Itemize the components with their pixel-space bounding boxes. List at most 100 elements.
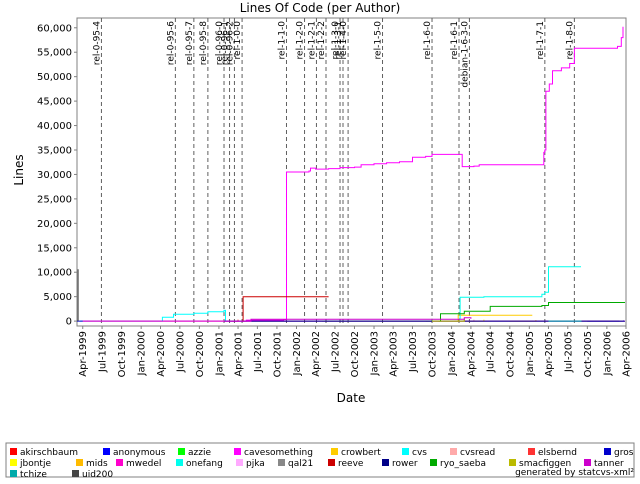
x-tick-label: Jul-2003 [408,331,419,373]
release-marker-label: rel-1-2-2 [317,21,327,59]
release-marker-label: rel-1-5-0 [374,21,384,60]
x-tick-label: Oct-2001 [272,331,283,377]
legend-swatch [10,459,17,466]
legend-label: jbontje [19,459,51,469]
x-tick-label: Oct-1999 [117,331,128,377]
x-tick-label: Jul-2004 [486,331,497,373]
x-tick-label: Jul-2002 [330,331,341,373]
release-marker-label: rel-0-95-6 [166,21,176,65]
legend-swatch [382,459,389,466]
release-marker-label: rel-1-0-0 [233,21,243,60]
series-line-uid200 [78,270,79,321]
legend-label: cvsread [460,448,495,458]
x-tick-label: Apr-2005 [544,331,555,377]
legend-swatch [328,459,335,466]
x-tick-label: Jul-2001 [253,331,264,373]
legend-label: cvs [412,448,427,458]
legend-swatch [176,459,183,466]
release-marker-label: rel-1-6-1 [450,21,460,59]
legend-swatch [430,459,437,466]
legend-swatch [236,459,243,466]
release-marker-label: rel-1-1-0 [277,21,287,60]
y-tick-label: 5,000 [43,292,72,303]
legend-swatch [116,459,123,466]
y-tick-label: 35,000 [37,146,72,157]
y-tick-label: 50,000 [37,72,72,83]
legend-label: mids [86,459,108,469]
y-tick-label: 30,000 [37,170,72,181]
release-marker-label: rel-1-6-0 [423,21,433,60]
x-tick-label: Oct-2003 [428,331,439,377]
legend-swatch [509,459,516,466]
legend-label: gros [614,448,634,458]
x-tick-label: Jan-2005 [525,331,536,376]
legend-label: cavesomething [244,448,313,458]
legend-swatch [528,448,535,455]
x-tick-label: Jan-2000 [137,331,148,376]
release-marker-label: rel-0-95-8 [199,21,209,65]
legend-label: onefang [186,459,223,469]
legend-label: crowbert [341,448,381,458]
y-tick-label: 20,000 [37,219,72,230]
x-tick-label: Oct-2000 [195,331,206,377]
legend-label: uid200 [82,470,113,480]
legend-swatch [10,470,17,477]
x-tick-label: Apr-1999 [78,331,89,377]
y-tick-label: 55,000 [37,48,72,59]
release-marker-label: rel-1-7-1 [536,21,546,59]
x-tick-label: Jul-1999 [98,331,109,373]
series-line-tchize [549,321,582,322]
x-tick-label: Jan-2003 [370,331,381,376]
legend-label: tchize [20,470,47,480]
x-tick-label: Jan-2002 [292,331,303,376]
legend-label: anonymous [113,448,166,458]
x-tick-label: Apr-2006 [622,331,633,377]
x-tick-label: Oct-2005 [583,331,594,377]
legend-swatch [402,448,409,455]
x-tick-label: Apr-2002 [311,331,322,377]
y-tick-label: 60,000 [37,23,72,34]
x-tick-label: Apr-2000 [156,331,167,377]
legend-label: mwedel [126,459,161,469]
x-tick-label: Jul-2000 [175,331,186,373]
chart-title: Lines Of Code (per Author) [240,1,401,15]
legend-swatch [10,448,17,455]
x-tick-label: Oct-2004 [505,331,516,377]
legend-swatch [76,459,83,466]
y-tick-label: 15,000 [37,243,72,254]
release-marker-label: rel-1-2-0 [296,21,306,60]
legend-label: ryo_saeba [440,459,486,469]
legend-label: rower [392,459,418,469]
x-tick-label: Oct-2002 [350,331,361,377]
y-tick-label: 25,000 [37,194,72,205]
legend-label: pjka [246,459,265,469]
x-tick-label: Jan-2001 [214,331,225,376]
legend-label: akirschbaum [20,448,78,458]
legend-swatch [234,448,241,455]
legend-swatch [278,459,285,466]
legend-swatch [331,448,338,455]
y-axis-label: Lines [12,154,26,185]
release-marker-label: rel-0-95-4 [92,21,102,65]
release-marker-label: debian-1-6-3-0 [460,21,470,88]
x-tick-label: Apr-2004 [466,331,477,377]
legend-label: azzie [188,448,211,458]
x-tick-label: Jul-2005 [563,331,574,373]
y-tick-label: 0 [66,317,72,328]
x-tick-label: Jan-2004 [447,331,458,376]
release-marker-label: rel-1-2-1 [307,21,317,59]
x-tick-label: Jan-2006 [602,331,613,376]
y-tick-label: 10,000 [37,268,72,279]
y-tick-label: 40,000 [37,121,72,132]
legend-label: elsbernd [538,448,577,458]
legend-swatch [72,470,79,477]
release-marker-label: rel-0-95-7 [185,21,195,65]
legend-swatch [103,448,110,455]
legend-swatch [584,459,591,466]
legend-label: reeve [338,459,364,469]
legend-swatch [450,448,457,455]
y-tick-label: 45,000 [37,97,72,108]
legend-swatch [178,448,185,455]
legend-label: qal21 [288,459,313,469]
